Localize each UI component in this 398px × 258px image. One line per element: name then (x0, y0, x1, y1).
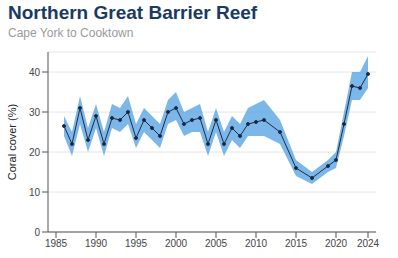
svg-text:20: 20 (29, 147, 41, 158)
svg-text:2005: 2005 (205, 238, 228, 249)
svg-text:2015: 2015 (285, 238, 308, 249)
svg-text:2010: 2010 (245, 238, 268, 249)
svg-text:40: 40 (29, 67, 41, 78)
html-text:Cape York to Cooktown: Cape York to Cooktown (8, 26, 134, 40)
svg-text:1990: 1990 (85, 238, 108, 249)
svg-text:2020: 2020 (325, 238, 348, 249)
html-text:Northern Great Barrier Reef: Northern Great Barrier Reef (8, 2, 258, 23)
svg-text:Coral cover (%): Coral cover (%) (8, 104, 18, 180)
svg-text:30: 30 (29, 107, 41, 118)
svg-text:1985: 1985 (45, 238, 68, 249)
svg-text:10: 10 (29, 187, 41, 198)
svg-text:2000: 2000 (165, 238, 188, 249)
svg-text:2024: 2024 (357, 238, 380, 249)
svg-text:0: 0 (34, 227, 40, 238)
svg-text:1995: 1995 (125, 238, 148, 249)
